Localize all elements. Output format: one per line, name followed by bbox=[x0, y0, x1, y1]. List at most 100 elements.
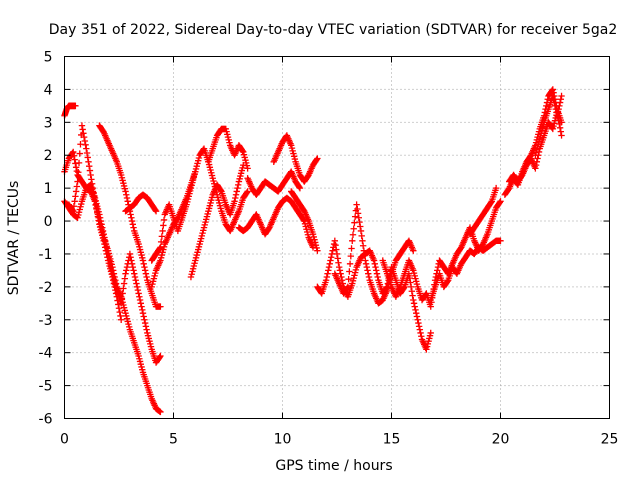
data-point bbox=[361, 252, 368, 259]
data-point bbox=[129, 263, 137, 271]
data-point bbox=[325, 267, 332, 274]
data-point bbox=[558, 132, 565, 139]
data-point bbox=[71, 198, 78, 205]
data-point bbox=[123, 267, 130, 274]
data-point bbox=[117, 312, 124, 320]
data-point bbox=[360, 247, 368, 254]
data-point bbox=[330, 240, 338, 248]
y-tick-label: -3 bbox=[39, 313, 53, 329]
data-point bbox=[117, 316, 125, 323]
data-point bbox=[141, 316, 148, 323]
data-point bbox=[139, 306, 146, 314]
data-point bbox=[532, 165, 539, 172]
series-s12 bbox=[270, 132, 321, 185]
data-point bbox=[128, 217, 136, 225]
data-point bbox=[345, 275, 352, 283]
data-point bbox=[109, 277, 117, 284]
data-point bbox=[192, 168, 199, 175]
data-point bbox=[412, 306, 419, 314]
data-point bbox=[407, 283, 415, 291]
data-point bbox=[349, 237, 356, 244]
data-point bbox=[75, 169, 82, 176]
y-axis-label: SDTVAR / TECUs bbox=[6, 181, 22, 296]
data-point bbox=[444, 278, 451, 285]
series-s17 bbox=[427, 237, 504, 304]
series-s9 bbox=[205, 125, 251, 172]
data-point bbox=[550, 96, 557, 103]
data-point bbox=[134, 286, 142, 294]
data-point bbox=[123, 263, 131, 271]
data-point bbox=[115, 301, 122, 308]
data-point bbox=[373, 270, 381, 277]
data-point bbox=[141, 267, 149, 274]
data-point bbox=[372, 263, 379, 271]
data-point bbox=[355, 214, 362, 221]
data-point bbox=[104, 254, 111, 261]
series-s7 bbox=[148, 168, 199, 291]
data-point bbox=[120, 285, 127, 292]
data-point bbox=[409, 292, 416, 299]
data-point bbox=[374, 273, 381, 281]
data-point bbox=[363, 263, 370, 271]
x-axis-label: GPS time / hours bbox=[275, 458, 392, 474]
data-point bbox=[296, 183, 303, 191]
data-point bbox=[427, 303, 434, 310]
data-point bbox=[346, 260, 354, 268]
data-point bbox=[140, 313, 147, 320]
data-point bbox=[555, 105, 562, 113]
data-point bbox=[118, 295, 126, 302]
data-point bbox=[86, 162, 93, 170]
data-point bbox=[556, 99, 564, 106]
data-point bbox=[327, 254, 335, 261]
data-point bbox=[88, 176, 95, 183]
data-point bbox=[234, 181, 242, 189]
x-tick-label: 10 bbox=[274, 432, 292, 448]
data-point bbox=[353, 201, 360, 208]
data-point bbox=[103, 250, 110, 258]
data-point bbox=[544, 96, 551, 103]
data-point bbox=[137, 300, 144, 307]
data-point bbox=[553, 112, 561, 119]
data-point bbox=[160, 216, 168, 224]
data-point bbox=[82, 141, 89, 149]
data-point bbox=[337, 270, 344, 277]
data-point bbox=[243, 189, 251, 196]
data-point bbox=[127, 211, 134, 218]
data-point bbox=[84, 154, 91, 161]
data-point bbox=[415, 319, 422, 327]
data-point bbox=[370, 257, 378, 264]
data-point bbox=[152, 207, 160, 215]
data-point bbox=[373, 267, 380, 274]
data-point bbox=[75, 159, 83, 167]
data-point bbox=[122, 188, 129, 195]
data-point bbox=[411, 303, 418, 310]
data-point bbox=[152, 206, 159, 214]
data-point bbox=[497, 198, 504, 205]
data-point bbox=[141, 263, 148, 271]
data-point bbox=[129, 221, 137, 228]
data-point bbox=[139, 309, 147, 317]
data-point bbox=[296, 184, 304, 192]
data-point bbox=[117, 300, 125, 307]
data-point bbox=[533, 158, 541, 166]
data-point bbox=[112, 290, 120, 297]
data-point bbox=[135, 290, 142, 297]
data-point bbox=[112, 286, 119, 294]
data-point bbox=[556, 102, 563, 110]
data-point bbox=[136, 296, 144, 304]
data-point bbox=[232, 191, 240, 198]
y-tick-label: 1 bbox=[44, 181, 53, 197]
data-point bbox=[359, 237, 366, 244]
data-point bbox=[101, 240, 108, 248]
data-point bbox=[157, 408, 164, 416]
data-point bbox=[347, 252, 355, 260]
data-point bbox=[141, 319, 149, 327]
data-point bbox=[116, 308, 123, 316]
data-point bbox=[111, 283, 118, 291]
data-point bbox=[156, 245, 163, 252]
data-point bbox=[86, 167, 94, 174]
data-point bbox=[532, 161, 540, 169]
data-point bbox=[239, 147, 246, 155]
data-point bbox=[557, 96, 565, 103]
